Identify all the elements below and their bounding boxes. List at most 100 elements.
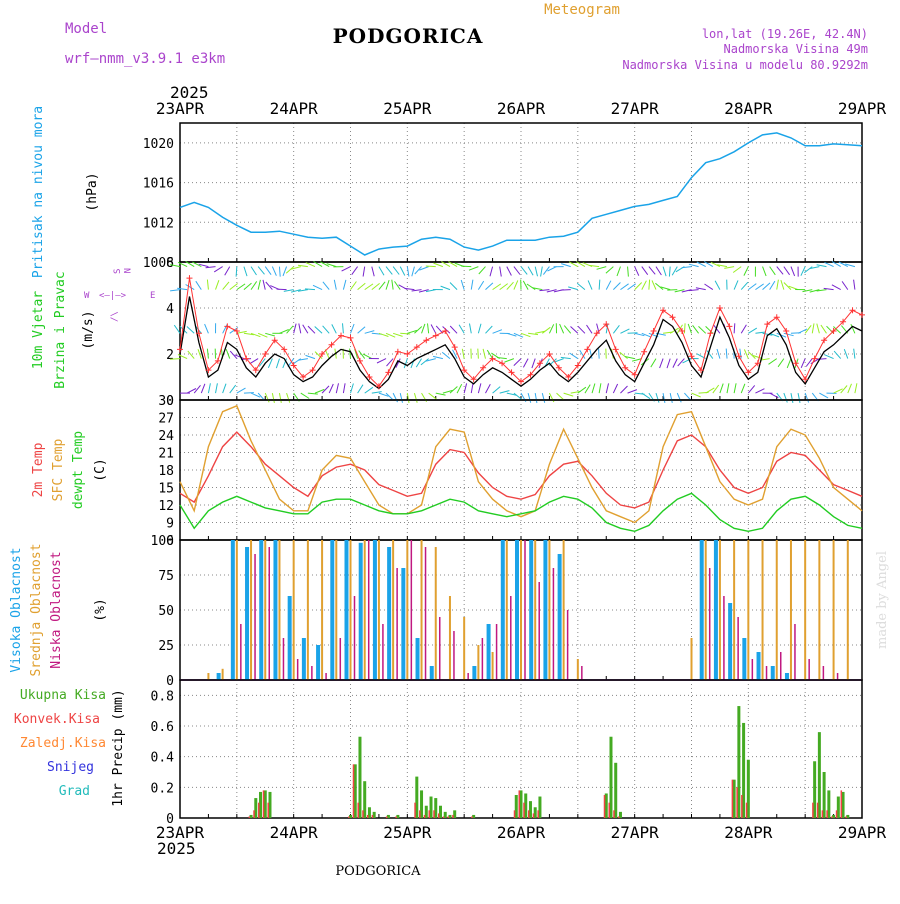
wind-arrow <box>377 359 386 363</box>
conv-precip-bar <box>357 803 359 818</box>
wind-arrow <box>372 267 374 277</box>
cloud-unit: (%) <box>93 598 108 621</box>
wind-arrow <box>301 393 309 398</box>
temp-ylabel: 2m Temp <box>31 442 46 497</box>
wind-arrow <box>528 267 533 276</box>
wind-arrow <box>817 265 827 267</box>
precip-legend-item: Ukupna Kisa <box>20 688 106 703</box>
wind-arrow <box>613 325 619 333</box>
wind-arrow <box>669 267 670 277</box>
wind-arrow <box>578 387 586 393</box>
wind-arrow <box>514 280 518 289</box>
wind-arrow <box>483 349 485 359</box>
wind-arrow <box>414 327 421 334</box>
wind-arrow <box>272 267 276 276</box>
wind-arrow <box>400 267 405 276</box>
y-tick-label: 18 <box>158 464 174 479</box>
high-cloud-bar <box>288 596 292 680</box>
low-cloud-bar <box>808 659 810 680</box>
wind-arrow <box>699 326 706 333</box>
wind-arrow <box>283 267 287 276</box>
low-cloud-bar <box>269 547 271 680</box>
conv-precip-bar <box>395 816 397 818</box>
wind-arrow <box>635 267 639 276</box>
wind-arrow <box>620 284 628 290</box>
wind-arrow <box>287 393 290 403</box>
wind-arrow <box>667 290 677 291</box>
wind-arrow <box>461 280 464 290</box>
mid-cloud-bar <box>392 540 394 680</box>
cloud-ylabel: Visoka Oblacnost <box>9 547 24 672</box>
top-date-label: 29APR <box>838 99 887 118</box>
mid-cloud-bar <box>762 540 764 680</box>
wind-arrow <box>663 267 666 277</box>
conv-precip-bar <box>817 803 819 818</box>
wind-ylabel2: Brzina i Pravac <box>53 271 68 388</box>
wind-arrow <box>620 329 629 333</box>
wind-arrow <box>801 359 805 368</box>
wind-arrow <box>170 290 180 291</box>
conv-precip-bar <box>732 780 734 818</box>
conv-precip-bar <box>841 790 843 818</box>
conv-precip-bar <box>372 815 374 818</box>
wind-arrow <box>461 266 471 267</box>
wind-arrow <box>237 388 246 393</box>
wind-arrow <box>748 284 756 290</box>
wind-arrow <box>236 267 237 277</box>
wind-arrow <box>528 393 531 403</box>
low-cloud-bar <box>240 624 242 680</box>
gust-marker <box>707 330 713 336</box>
y-tick-label: 1012 <box>143 216 174 231</box>
wind-arrow <box>778 359 784 367</box>
wind-arrow <box>313 285 322 289</box>
mid-cloud-bar <box>406 540 408 680</box>
wind-arrow <box>343 323 344 333</box>
wind-arrow <box>414 393 417 403</box>
wind-arrow <box>635 283 642 290</box>
low-cloud-bar <box>283 638 285 680</box>
low-cloud-bar <box>737 617 739 680</box>
y-tick-label: 0.6 <box>151 720 174 735</box>
precip-legend-item: Zaledj.Kisa <box>20 736 106 751</box>
wind-arrow <box>805 393 808 402</box>
conv-precip-bar <box>267 803 269 818</box>
wind-ylabel: 10m Vjetar <box>31 291 46 369</box>
low-cloud-bar <box>837 673 839 680</box>
wind-arrow <box>294 324 296 334</box>
conv-precip-bar <box>537 810 539 818</box>
wind-arrow <box>620 352 628 358</box>
low-cloud-bar <box>254 554 256 680</box>
wind-arrow <box>817 359 827 360</box>
high-cloud-bar <box>529 540 533 680</box>
wind-arrow <box>208 383 210 393</box>
gust-marker <box>641 349 647 355</box>
wind-arrow <box>588 280 592 289</box>
wind-arrow <box>514 267 520 275</box>
wind-arrow <box>734 383 736 393</box>
conv-precip-bar <box>353 764 355 818</box>
y-tick-label: 12 <box>158 499 174 514</box>
wind-arrow <box>459 325 464 334</box>
low-cloud-bar <box>425 547 427 680</box>
wind-arrow <box>532 359 535 369</box>
high-cloud-bar <box>259 540 263 680</box>
mid-cloud-bar <box>520 540 522 680</box>
wind-arrow <box>251 267 256 275</box>
conv-precip-bar <box>253 810 255 818</box>
conv-precip-bar <box>348 816 350 818</box>
wind-arrow <box>688 324 691 333</box>
y-tick-label: 0 <box>166 812 174 827</box>
wind-arrow <box>724 267 734 269</box>
wind-arrow <box>490 267 493 277</box>
conv-precip-bar <box>528 810 530 818</box>
gust-marker <box>442 328 448 334</box>
wind-arrow <box>791 393 793 403</box>
conv-precip-bar <box>367 815 369 818</box>
wind-arrow <box>407 267 409 277</box>
wind-arrow <box>286 267 293 274</box>
mid-cloud-bar <box>563 540 565 680</box>
wind-arrow <box>303 325 308 334</box>
wind-arrow <box>832 285 841 290</box>
wind-arrow <box>308 326 315 333</box>
conv-precip-bar <box>746 803 748 818</box>
